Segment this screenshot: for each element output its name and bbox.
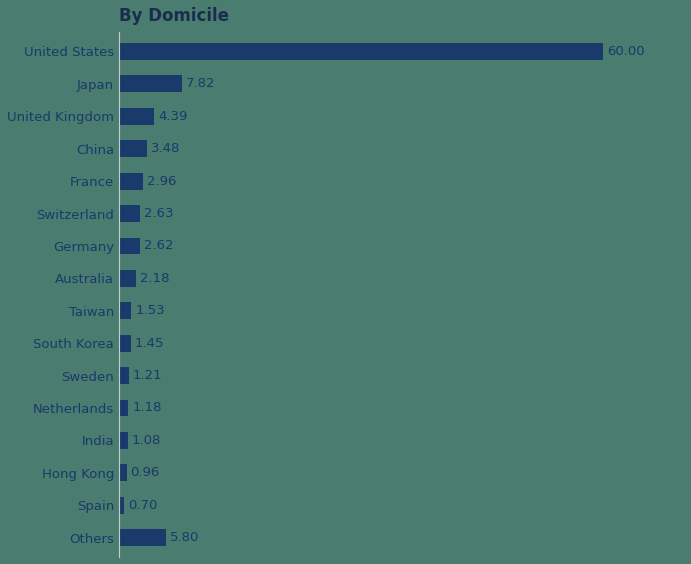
Text: 2.96: 2.96 xyxy=(146,175,176,188)
Text: 1.45: 1.45 xyxy=(135,337,164,350)
Text: 2.18: 2.18 xyxy=(140,272,170,285)
Bar xyxy=(119,399,129,416)
Bar xyxy=(119,140,147,157)
Text: 1.21: 1.21 xyxy=(133,369,162,382)
Text: By Domicile: By Domicile xyxy=(119,7,229,25)
Bar xyxy=(119,173,143,190)
Bar xyxy=(119,432,128,449)
Text: 60.00: 60.00 xyxy=(607,45,645,58)
Bar xyxy=(119,43,603,60)
Bar xyxy=(119,464,126,481)
Text: 1.18: 1.18 xyxy=(133,402,162,415)
Bar xyxy=(119,237,140,254)
Bar xyxy=(119,529,166,546)
Text: 1.08: 1.08 xyxy=(131,434,161,447)
Bar xyxy=(119,270,136,287)
Text: 5.80: 5.80 xyxy=(170,531,199,544)
Bar xyxy=(119,76,182,92)
Text: 1.53: 1.53 xyxy=(135,304,165,318)
Bar xyxy=(119,335,131,351)
Text: 0.96: 0.96 xyxy=(131,466,160,479)
Text: 3.48: 3.48 xyxy=(151,142,180,155)
Text: 2.62: 2.62 xyxy=(144,240,173,253)
Bar xyxy=(119,205,140,222)
Text: 7.82: 7.82 xyxy=(186,77,216,90)
Text: 0.70: 0.70 xyxy=(129,499,158,512)
Bar xyxy=(119,108,154,125)
Bar xyxy=(119,367,129,384)
Text: 4.39: 4.39 xyxy=(158,110,188,123)
Text: 2.63: 2.63 xyxy=(144,207,173,220)
Bar xyxy=(119,302,131,319)
Bar xyxy=(119,497,124,514)
